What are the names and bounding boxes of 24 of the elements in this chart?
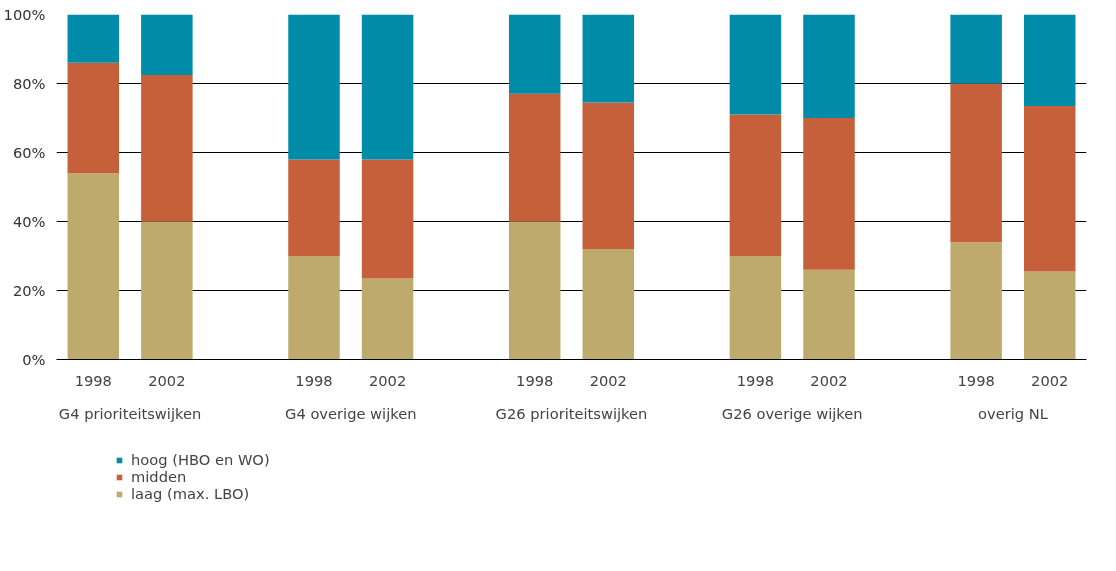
legend-label: hoog (HBO en WO) [131, 451, 270, 468]
x-tick-label: 2002 [368, 371, 407, 389]
text: overig NL [978, 404, 1049, 422]
y-tick-label: 80% [12, 75, 46, 92]
y-tick-label: 20% [12, 282, 46, 299]
x-tick-label: 2002 [810, 371, 848, 389]
y-tick-label: 40% [12, 213, 46, 230]
legend-label: laag (max. LBO) [131, 485, 250, 502]
x-tick-label: 2002 [1031, 371, 1069, 389]
y-tick-label: 100% [3, 6, 46, 23]
text: G4 prioriteitswijken [58, 404, 202, 422]
text: G4 overige wijken [285, 404, 417, 422]
x-tick-label: 1998 [736, 371, 775, 389]
x-tick-label: 1998 [74, 371, 112, 389]
text: G26 prioriteitswijken [495, 404, 648, 422]
x-tick-label: 1998 [295, 371, 333, 389]
y-tick-label: 60% [12, 144, 46, 161]
x-tick-label: 1998 [957, 371, 995, 389]
x-tick-label: 2002 [589, 371, 627, 389]
legend-label: midden [131, 468, 187, 485]
y-tick-label: 0% [22, 351, 46, 368]
text: G26 overige wijken [721, 404, 863, 422]
x-tick-label: 2002 [148, 371, 186, 389]
x-tick-label: 1998 [516, 371, 554, 389]
